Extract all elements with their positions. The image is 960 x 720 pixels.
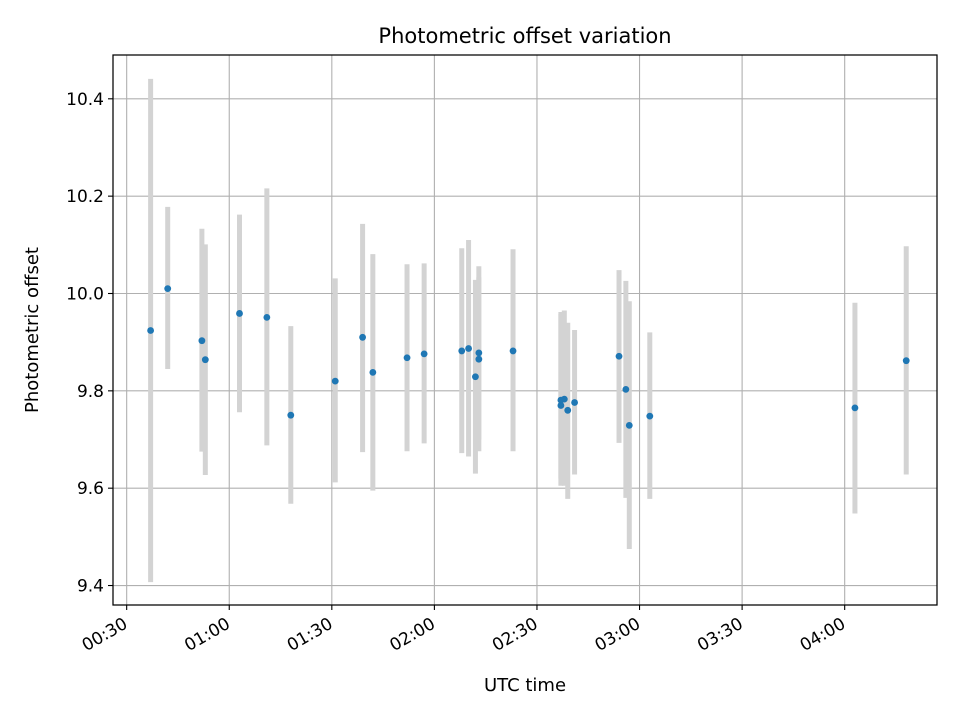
chart-title: Photometric offset variation bbox=[378, 24, 671, 48]
data-points bbox=[147, 285, 910, 429]
data-point bbox=[571, 399, 578, 406]
data-point bbox=[622, 385, 630, 393]
data-point bbox=[420, 350, 428, 358]
y-tick-label: 9.6 bbox=[77, 479, 104, 499]
data-point bbox=[465, 345, 472, 352]
data-point bbox=[564, 406, 572, 414]
data-point bbox=[560, 395, 568, 403]
y-axis: 9.4 9.6 9.8 10.0 10.2 10.4 bbox=[66, 90, 113, 597]
grid bbox=[113, 55, 937, 605]
data-point bbox=[403, 354, 411, 362]
y-tick-label: 9.8 bbox=[77, 382, 104, 402]
data-point bbox=[236, 310, 243, 317]
data-point bbox=[287, 411, 295, 419]
data-point bbox=[164, 285, 172, 293]
x-axis-label: UTC time bbox=[484, 675, 566, 696]
data-point bbox=[509, 347, 517, 355]
y-tick-label: 10.4 bbox=[66, 90, 104, 110]
data-point bbox=[359, 333, 366, 341]
data-point bbox=[851, 404, 859, 412]
data-point bbox=[147, 327, 155, 334]
data-point bbox=[902, 357, 910, 365]
y-axis-label: Photometric offset bbox=[22, 247, 43, 413]
y-tick-label: 10.2 bbox=[66, 187, 104, 207]
data-point bbox=[458, 347, 466, 355]
data-point bbox=[557, 402, 565, 409]
data-point bbox=[201, 356, 209, 364]
data-point bbox=[263, 313, 271, 321]
data-point bbox=[331, 377, 339, 385]
y-tick-label: 9.4 bbox=[77, 577, 104, 597]
data-point bbox=[369, 368, 377, 376]
data-point bbox=[475, 349, 483, 357]
data-point bbox=[646, 412, 654, 420]
plot-frame bbox=[112, 54, 938, 606]
y-tick-label: 10.0 bbox=[66, 284, 104, 304]
data-point bbox=[198, 337, 206, 345]
data-point bbox=[625, 421, 633, 429]
data-point bbox=[475, 355, 483, 363]
data-point bbox=[472, 373, 479, 381]
data-point bbox=[615, 352, 623, 360]
